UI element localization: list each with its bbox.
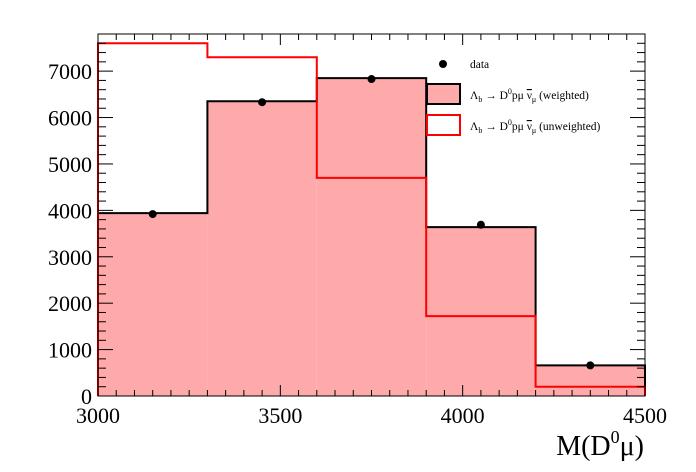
legend-unweighted-label: Λb → D0pμ νμ (unweighted) [470,118,601,135]
data-point-0 [148,210,157,219]
bar-weighted-0 [98,213,208,396]
y-tick-label: 4000 [48,198,92,223]
legend-data-label: data [470,59,489,71]
series-line-unweighted [97,42,646,396]
x-tick-label: 4500 [623,403,667,428]
legend-unweighted-swatch [426,114,461,136]
legend-data-marker [439,60,447,68]
x-tick-label: 4000 [441,403,485,428]
y-tick-label: 3000 [48,245,92,270]
x-tick-label: 3000 [76,403,120,428]
bar-weighted-3 [426,227,536,396]
data-point-2 [367,75,376,84]
data-point-1 [258,98,267,107]
y-tick-label: 7000 [48,59,92,84]
x-tick-label: 3500 [258,403,302,428]
y-tick-label: 5000 [48,152,92,177]
plot-area [97,33,646,397]
y-tick-label: 2000 [48,291,92,316]
y-tick-label: 6000 [48,106,92,131]
x-axis: 3000 3500 4000 4500 [76,34,667,428]
y-tick-label: 0 [81,384,92,409]
x-axis-title: M(D0μ) [556,427,644,462]
legend-weighted-label: Λb → D0pμ νμ (weighted) [470,87,589,104]
y-axis: 0 1000 2000 3000 4000 5000 6000 7000 [48,33,645,409]
y-tick-label: 1000 [48,338,92,363]
bar-weighted-1 [207,101,317,397]
bar-weighted-2 [316,78,427,396]
legend-weighted-swatch [426,83,461,105]
legend: data Λb → D0pμ νμ (weighted) Λb → D0pμ ν… [426,59,601,136]
data-point-4 [586,361,595,370]
data-point-3 [476,220,485,229]
